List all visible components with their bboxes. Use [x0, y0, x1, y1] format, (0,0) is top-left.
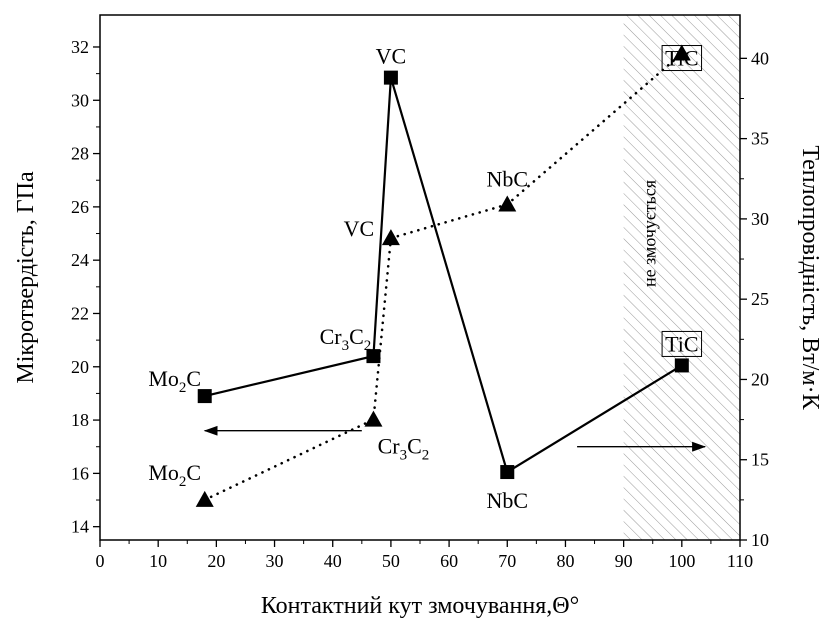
point-label: Cr3C2	[378, 434, 430, 464]
point-label: TiC	[665, 46, 698, 71]
arrows-layer	[203, 425, 707, 452]
subscript: 2	[179, 380, 187, 396]
y-axis-left-title: Мікротвердість, ГПа	[13, 171, 39, 384]
y-left-tick-label: 28	[71, 144, 89, 164]
point-label: Cr3C2	[320, 324, 372, 354]
triangle-marker	[498, 195, 517, 212]
y-left-tick-label: 24	[71, 250, 89, 270]
label-text: VC	[344, 216, 375, 241]
y-right-tick-label: 35	[751, 129, 769, 149]
label-text: C	[349, 324, 364, 349]
y-left-tick-label: 26	[71, 197, 89, 217]
x-tick-label: 10	[149, 551, 167, 571]
label-box	[661, 45, 703, 72]
x-tick-label: 40	[324, 551, 342, 571]
subscript: 2	[179, 474, 187, 490]
square-marker	[366, 349, 381, 364]
subscript: 3	[342, 338, 350, 354]
y-axis-right-title: Теплопровідність, Вт/м·К	[797, 145, 823, 410]
microhardness-line	[203, 77, 683, 474]
y-left-tick-label: 22	[71, 303, 89, 323]
thermal-conductivity-line	[203, 52, 684, 502]
y-right-tick-label: 15	[751, 450, 769, 470]
square-marker	[674, 358, 689, 373]
x-tick-label: 100	[668, 551, 695, 571]
label-text: C	[186, 460, 201, 485]
y-left-tick-label: 20	[71, 357, 89, 377]
label-text: NbC	[486, 488, 528, 513]
triangle-marker	[195, 490, 214, 507]
point-label: TiC	[665, 331, 698, 356]
y-right-tick-label: 40	[751, 48, 769, 68]
point-label: NbC	[486, 488, 528, 513]
y-left-tick-label: 16	[71, 463, 89, 483]
y-right-tick-label: 30	[751, 209, 769, 229]
x-tick-label: 60	[440, 551, 458, 571]
shaded-region-label: не змочується	[640, 180, 660, 287]
label-text: NbC	[486, 166, 528, 191]
label-text: TiC	[665, 46, 698, 71]
point-label: Mo2C	[148, 366, 201, 396]
label-text: Mo	[148, 366, 179, 391]
point-label: NbC	[486, 166, 528, 191]
y-right-tick-label: 20	[751, 369, 769, 389]
x-tick-label: 50	[382, 551, 400, 571]
plot-frame	[99, 14, 741, 541]
x-tick-label: 90	[615, 551, 633, 571]
triangle-marker	[381, 229, 400, 246]
x-tick-label: 110	[727, 551, 753, 571]
label-box	[661, 330, 703, 357]
x-tick-label: 80	[556, 551, 574, 571]
label-text: TiC	[665, 331, 698, 356]
triangle-marker	[672, 44, 691, 61]
triangle-marker	[364, 410, 383, 427]
y-left-tick-label: 18	[71, 410, 89, 430]
subscript: 2	[364, 338, 372, 354]
shaded-region	[623, 15, 740, 540]
y-right-tick-label: 25	[751, 289, 769, 309]
label-text: VC	[376, 44, 407, 69]
label-text: C	[407, 434, 422, 459]
square-marker	[197, 389, 212, 404]
x-tick-label: 30	[266, 551, 284, 571]
y-left-tick-label: 32	[71, 37, 89, 57]
axis-ticks: 0 10 20 30 40 50 60 70 80 90 100 110141618202224262…	[71, 37, 769, 571]
point-label: Mo2C	[148, 460, 201, 490]
y-right-tick-label: 10	[751, 530, 769, 550]
label-text: Cr	[378, 434, 401, 459]
y-left-tick-label: 30	[71, 90, 89, 110]
subscript: 3	[400, 448, 408, 464]
x-tick-label: 70	[498, 551, 516, 571]
label-text: C	[186, 366, 201, 391]
x-tick-label: 20	[207, 551, 225, 571]
subscript: 2	[422, 448, 430, 464]
square-marker	[500, 465, 515, 480]
label-text: Cr	[320, 324, 343, 349]
square-marker	[383, 70, 398, 85]
label-text: Mo	[148, 460, 179, 485]
y-left-tick-label: 14	[71, 517, 89, 537]
x-axis-title: Контактний кут змочування,Θ°	[261, 593, 579, 619]
point-label: VC	[376, 44, 407, 69]
x-tick-label: 0	[96, 551, 105, 571]
point-label: VC	[344, 216, 375, 241]
